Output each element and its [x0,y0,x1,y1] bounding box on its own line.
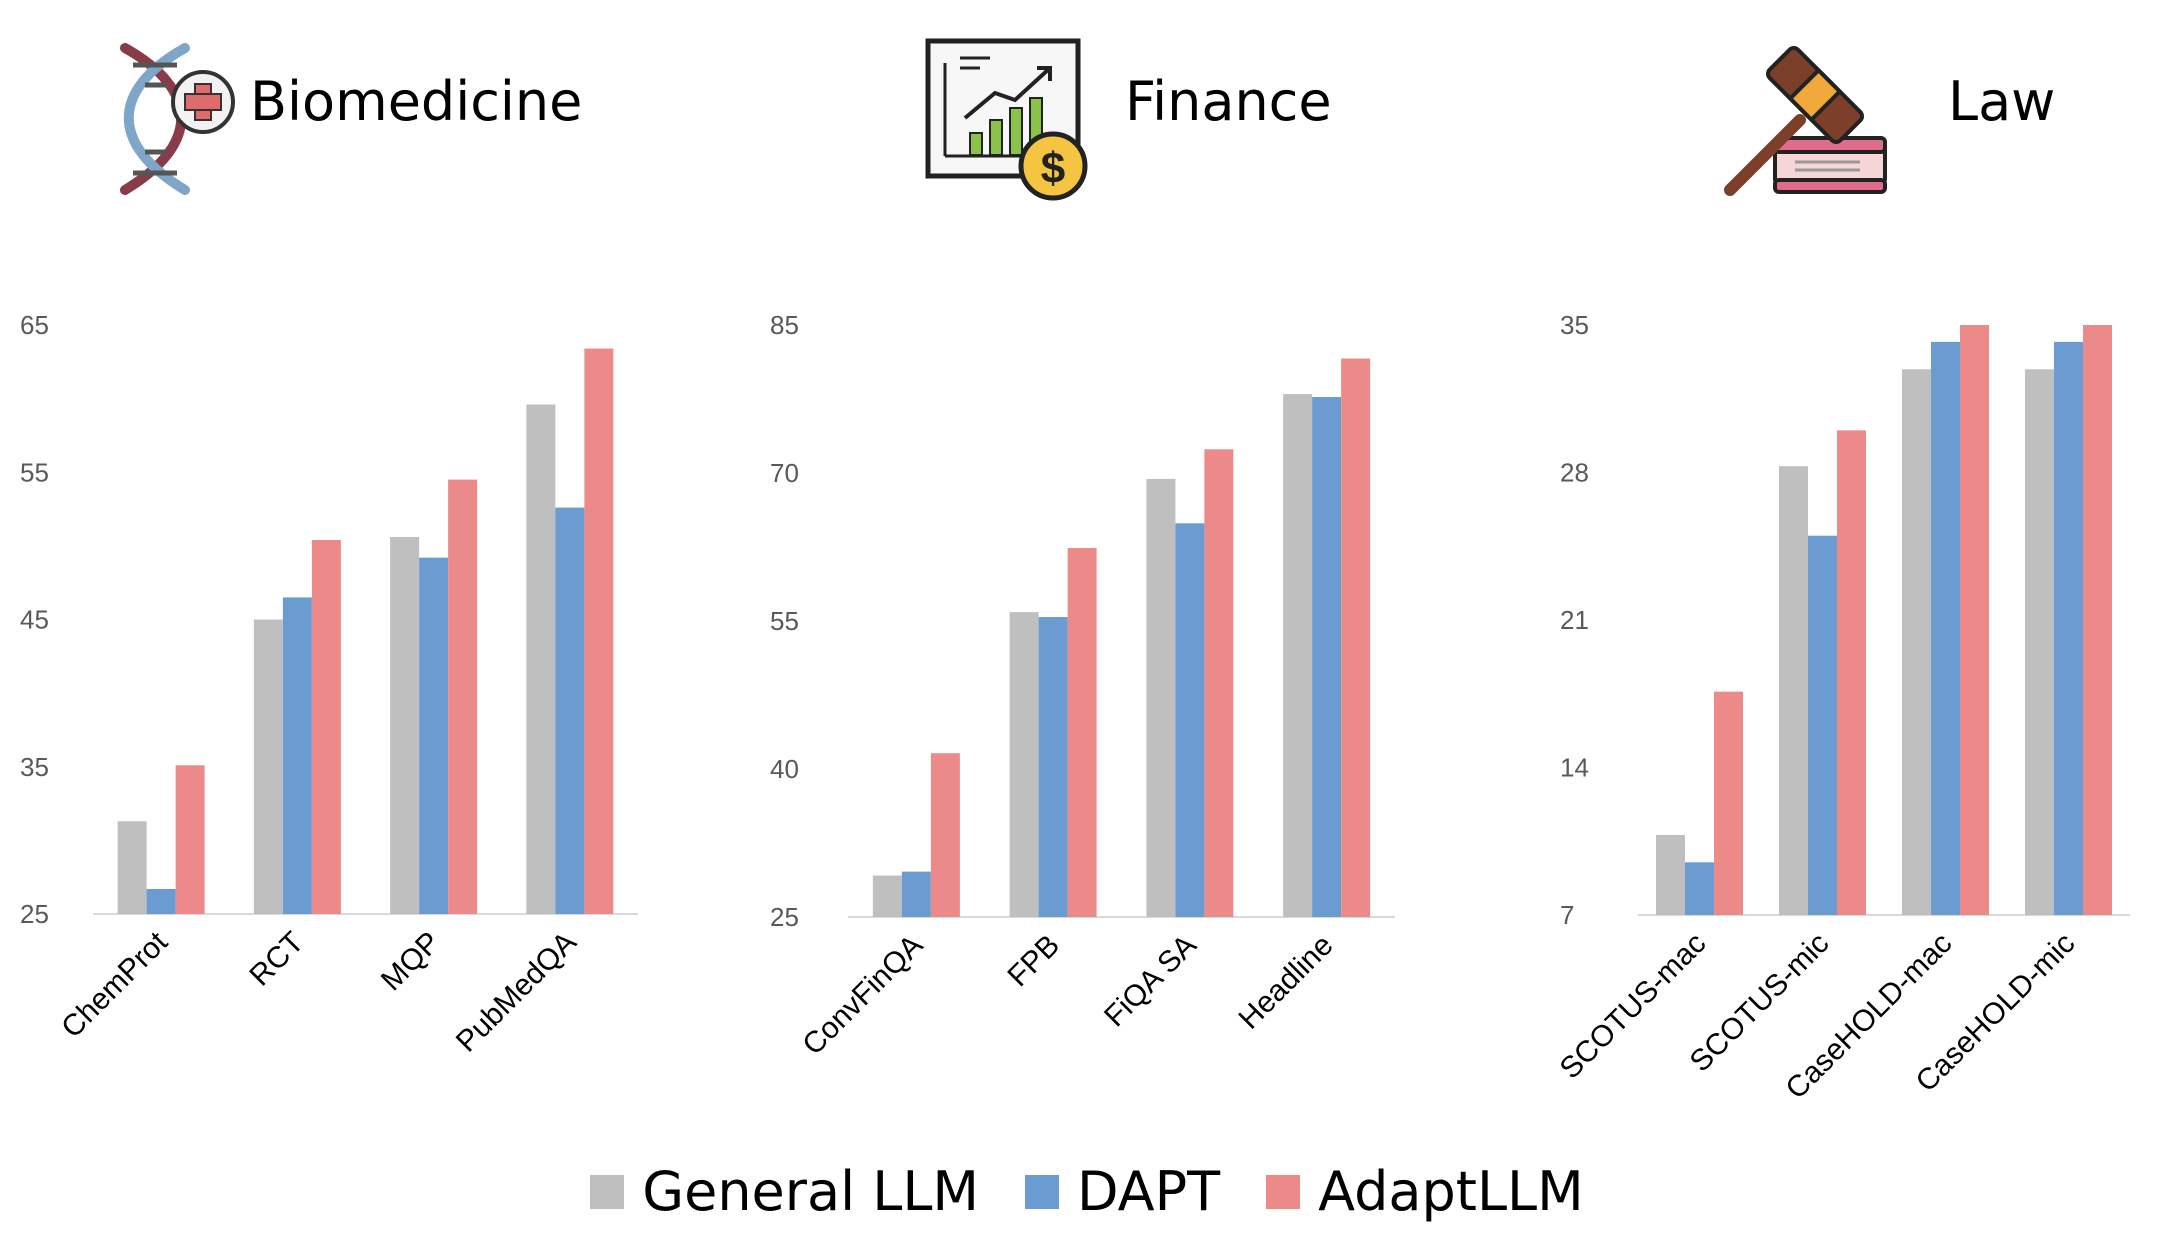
bar-dapt-convfinqa [901,871,931,917]
bar-adaptllm-mqp [448,479,478,914]
y-tick-label: 55 [20,457,49,487]
bar-dapt-headline [1312,397,1342,917]
legend-label-general-llm: General LLM [642,1160,980,1223]
x-tick-label: RCT [243,926,310,993]
gavel-book-icon [1720,40,1895,205]
legend-label-adaptllm: AdaptLLM [1318,1160,1584,1223]
y-tick-label: 21 [1560,605,1589,635]
bar-dapt-mqp [419,557,449,914]
y-tick-label: 28 [1560,458,1589,488]
chart-finance: 25 40 55 70 85 ConvFinQA FPB FiQA SA Headline [770,310,1395,1062]
bar-general-llm-fpb [1009,612,1039,917]
x-tick-label: ChemProt [55,925,174,1044]
bar-general-llm-headline [1283,394,1313,917]
dna-medical-icon [105,40,240,200]
legend: General LLM DAPT AdaptLLM [0,1160,2174,1223]
y-tick-label: 7 [1560,900,1574,930]
x-tick-label: ConvFinQA [796,929,929,1062]
y-tick-label: 85 [770,310,799,340]
y-tick-label: 35 [20,752,49,782]
x-tick-label: PubMedQA [450,926,583,1059]
y-tick-label: 14 [1560,753,1589,783]
y-tick-label: 65 [20,310,49,340]
panel-title-biomedicine: Biomedicine [250,70,583,133]
legend-item-general-llm: General LLM [590,1160,979,1223]
legend-swatch-dapt [1025,1174,1060,1209]
bar-general-llm-scotus-mac [1656,834,1685,915]
bar-adaptllm-convfinqa [930,753,960,917]
bar-dapt-casehold-mac [1931,341,1960,915]
bar-dapt-rct [282,597,312,914]
legend-swatch-general-llm [590,1174,625,1209]
legend-label-dapt: DAPT [1077,1160,1221,1223]
bar-adaptllm-headline [1341,358,1371,918]
y-tick-label: 45 [20,605,49,635]
chart-biomedicine: 25 35 45 55 65 ChemProt RCT MQP PubMedQA [20,310,638,1059]
finance-chart-icon: $ [925,38,1090,208]
bar-adaptllm-chemprot [175,765,205,914]
y-tick-label: 25 [770,902,799,932]
bar-adaptllm-scotus-mac [1714,691,1743,915]
y-tick-label: 35 [1560,310,1589,340]
bar-adaptllm-casehold-mac [1960,325,1989,915]
x-tick-label: Headline [1233,929,1340,1036]
bar-adaptllm-fiqa-sa [1204,449,1234,917]
panel-title-law: Law [1948,70,2056,133]
bar-general-llm-chemprot [117,821,147,914]
bar-general-llm-casehold-mic [2025,369,2054,915]
bar-adaptllm-fpb [1067,547,1097,917]
y-tick-label: 40 [770,754,799,784]
bar-adaptllm-scotus-mic [1837,430,1866,915]
x-tick-label: MQP [375,926,447,998]
bar-general-llm-casehold-mac [1902,369,1931,915]
bar-dapt-fpb [1038,617,1068,917]
bar-dapt-scotus-mac [1685,862,1714,915]
bar-general-llm-rct [253,619,283,914]
y-tick-label: 25 [20,899,49,929]
x-tick-label: FiQA SA [1098,929,1203,1034]
panel-title-finance: Finance [1125,70,1332,133]
y-tick-label: 70 [770,458,799,488]
bar-general-llm-convfinqa [872,875,902,917]
y-tick-label: 55 [770,606,799,636]
bar-dapt-pubmedqa [555,507,585,914]
x-tick-label: FPB [1001,929,1066,994]
bar-dapt-chemprot [146,888,176,914]
bar-general-llm-pubmedqa [526,404,556,914]
bar-general-llm-scotus-mic [1779,466,1808,915]
bar-adaptllm-casehold-mic [2083,325,2112,915]
bar-dapt-scotus-mic [1808,535,1837,915]
legend-swatch-adaptllm [1266,1174,1301,1209]
bar-dapt-casehold-mic [2054,341,2083,915]
bar-adaptllm-rct [311,539,341,914]
svg-text:$: $ [1041,144,1065,193]
legend-item-adaptllm: AdaptLLM [1266,1160,1584,1223]
bar-adaptllm-pubmedqa [584,348,614,914]
bar-general-llm-fiqa-sa [1146,478,1176,917]
legend-item-dapt: DAPT [1025,1160,1220,1223]
bar-dapt-fiqa-sa [1175,523,1205,917]
bar-general-llm-mqp [390,537,420,914]
chart-law: 714212835SCOTUS-macSCOTUS-micCaseHOLD-ma… [1560,310,2130,1100]
